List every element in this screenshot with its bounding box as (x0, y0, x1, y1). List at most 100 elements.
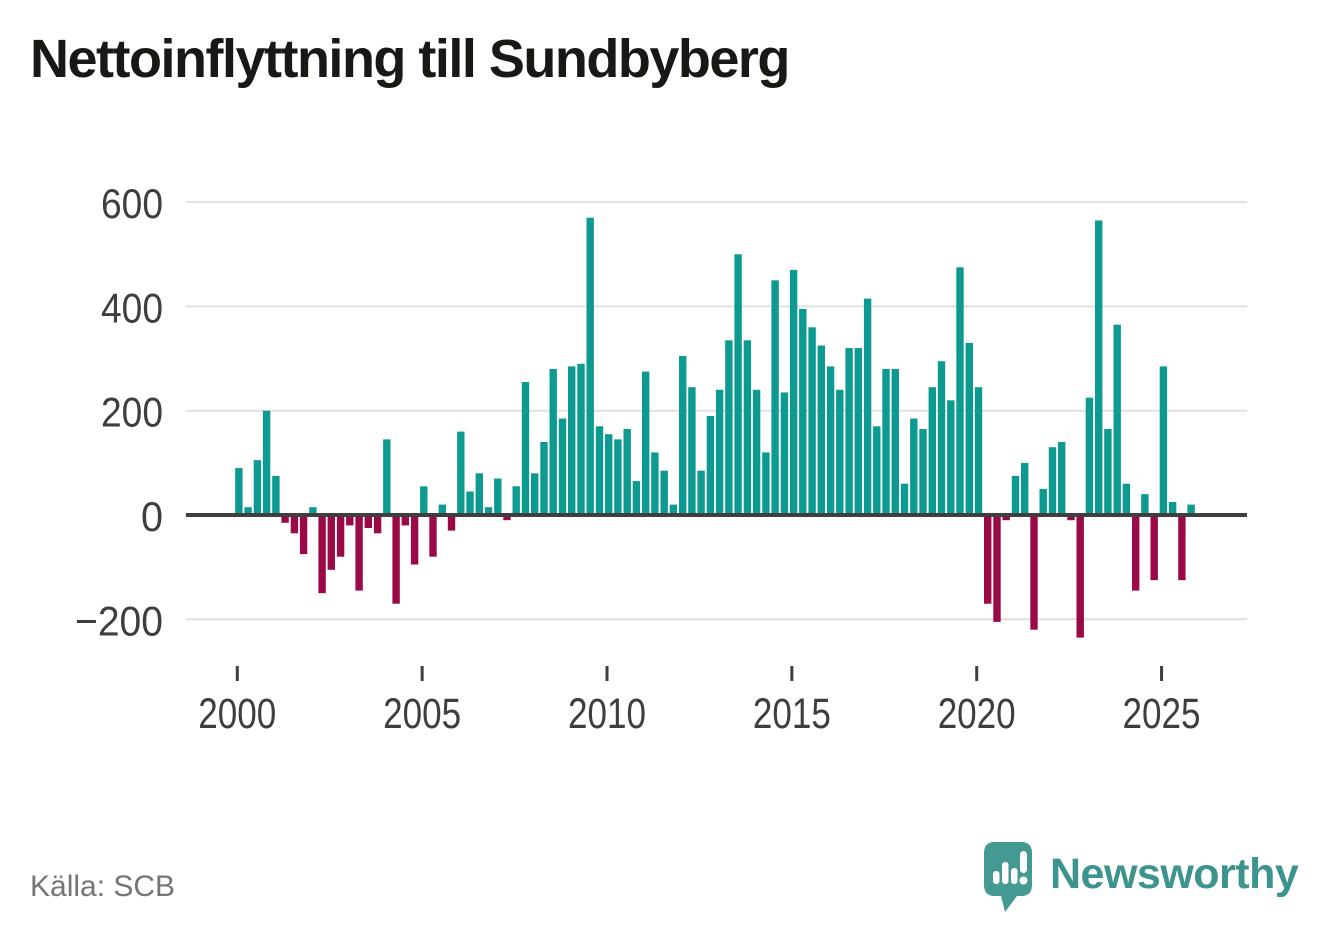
bar-2022q1 (1048, 447, 1057, 515)
bar-2012q1 (679, 355, 687, 515)
bar-2007q2 (503, 515, 511, 521)
x-axis-label-2015: 2015 (753, 690, 831, 738)
bar-2019q3 (956, 267, 964, 515)
bar-2009q3 (586, 217, 594, 515)
bar-2010q3 (623, 429, 631, 515)
bar-2016q4 (854, 348, 862, 515)
bar-2015q4 (817, 345, 825, 515)
bar-2008q1 (531, 473, 539, 515)
bar-2004q4 (410, 515, 419, 565)
bar-2006q3 (475, 473, 483, 515)
bar-2020q4 (1002, 515, 1010, 521)
bar-2024q4 (1150, 515, 1158, 581)
bar-2003q4 (373, 515, 382, 534)
bar-2002q1 (309, 507, 317, 515)
chart-title: Nettoinflyttning till Sundbyberg (30, 29, 790, 89)
bar-2004q1 (383, 439, 391, 515)
source-note: Källa: SCB (30, 870, 176, 903)
bar-2019q4 (965, 342, 973, 515)
bar-2013q1 (715, 389, 724, 515)
logo-exclamation-dot (1019, 876, 1028, 885)
bar-2025q1 (1159, 366, 1168, 515)
bar-2001q3 (290, 515, 299, 534)
bar-2018q2 (910, 418, 918, 515)
bar-2001q1 (272, 475, 280, 515)
bar-2001q4 (299, 515, 308, 555)
bar-2022q3 (1067, 515, 1075, 521)
bar-2011q2 (651, 452, 659, 515)
y-axis-label-600: 600 (101, 180, 163, 227)
bar-2007q4 (521, 382, 530, 515)
bar-2015q1 (789, 269, 798, 515)
bar-2022q2 (1058, 442, 1066, 515)
bar-2018q4 (928, 387, 936, 515)
bar-2011q1 (642, 371, 650, 515)
bar-2008q3 (549, 369, 557, 515)
bar-2023q4 (1113, 324, 1121, 515)
bar-2014q4 (780, 392, 789, 515)
bar-2021q3 (1030, 515, 1038, 630)
bar-2000q4 (262, 410, 271, 515)
bar-2014q1 (752, 389, 761, 515)
newsworthy-logo: Newsworthy (984, 842, 1299, 920)
y-axis-label--200: −200 (75, 597, 163, 644)
x-axis-label-2025: 2025 (1123, 690, 1201, 738)
bar-2012q2 (688, 387, 696, 515)
bar-2007q3 (512, 486, 520, 515)
bar-2010q1 (605, 434, 613, 515)
x-axis-label-2005: 2005 (383, 690, 461, 738)
bar-2024q2 (1132, 515, 1140, 591)
bar-2002q3 (327, 515, 335, 570)
bar-2012q4 (706, 415, 715, 515)
bar-2017q2 (873, 426, 881, 515)
bar-2004q2 (392, 515, 400, 604)
bar-2008q4 (558, 418, 567, 515)
bar-2011q3 (660, 470, 668, 515)
bar-2006q2 (466, 491, 474, 515)
y-axis-label-400: 400 (101, 284, 163, 331)
bar-2005q1 (420, 486, 428, 515)
bar-2017q1 (863, 298, 872, 515)
brand-name: Newsworthy (1050, 850, 1299, 898)
bar-2021q1 (1011, 475, 1020, 515)
bar-2013q2 (725, 340, 733, 515)
bar-2005q3 (438, 504, 446, 515)
bar-2001q2 (281, 515, 289, 523)
x-axis-label-2000: 2000 (198, 690, 276, 738)
bar-2018q1 (900, 483, 909, 515)
bar-2019q2 (947, 400, 955, 515)
bar-2022q4 (1076, 515, 1084, 638)
bar-2016q2 (836, 389, 844, 515)
logo-bar-icon (993, 871, 1000, 884)
bar-2003q2 (355, 515, 363, 591)
bar-2020q1 (974, 387, 983, 515)
x-axis-label-2010: 2010 (568, 690, 646, 738)
bar-2021q2 (1021, 462, 1029, 515)
bar-2009q2 (577, 363, 585, 515)
bar-2010q4 (632, 481, 641, 515)
bar-2014q3 (771, 280, 779, 515)
bar-2015q2 (799, 309, 807, 515)
bar-2013q4 (743, 340, 752, 515)
bar-2006q4 (484, 507, 493, 515)
bar-2009q4 (595, 426, 604, 515)
bar-2013q3 (734, 254, 742, 516)
bar-2012q3 (697, 470, 705, 515)
bar-2002q4 (336, 515, 345, 557)
bar-2007q1 (494, 478, 502, 515)
bar-2018q3 (919, 429, 927, 515)
bar-2023q1 (1085, 397, 1094, 515)
bar-2021q4 (1039, 488, 1047, 515)
bar-2025q4 (1187, 504, 1195, 515)
bar-2020q2 (984, 515, 992, 604)
bar-2006q1 (457, 431, 465, 515)
bar-2016q3 (845, 348, 853, 515)
newsworthy-logo-icon (984, 842, 1032, 912)
x-axis-label-2020: 2020 (938, 690, 1016, 738)
bar-2023q3 (1104, 429, 1112, 515)
bar-2015q3 (808, 327, 816, 515)
bar-2017q3 (882, 369, 890, 515)
bar-2003q1 (346, 515, 354, 526)
